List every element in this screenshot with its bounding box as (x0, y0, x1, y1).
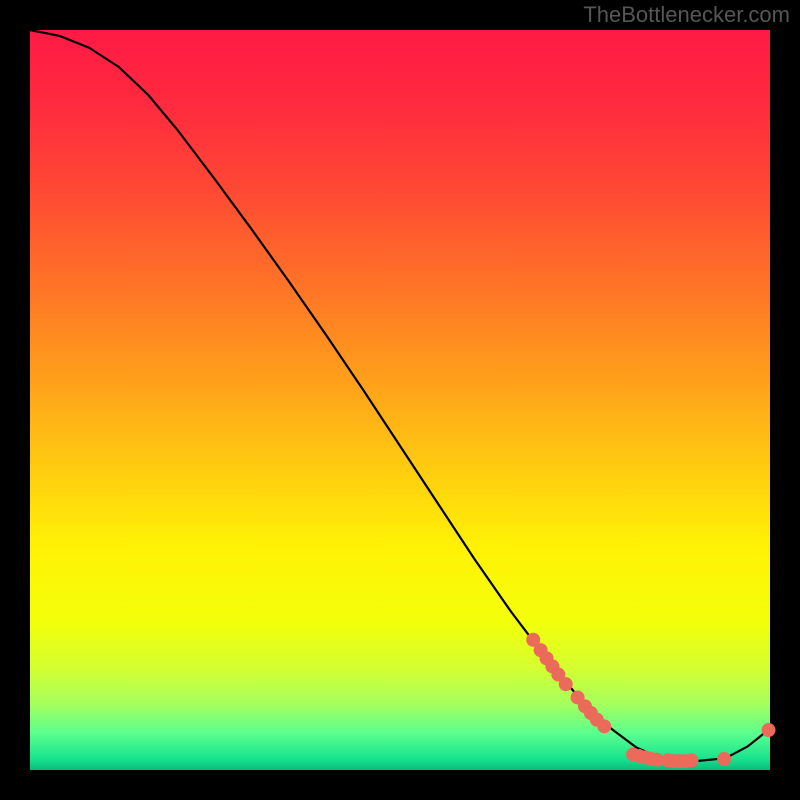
attribution-text: TheBottlenecker.com (583, 2, 790, 28)
data-marker (718, 752, 731, 765)
data-marker (762, 724, 775, 737)
chart-container: TheBottlenecker.com (0, 0, 800, 800)
data-marker (685, 754, 698, 767)
data-marker (559, 678, 572, 691)
chart-background (30, 30, 770, 770)
bottleneck-chart (0, 0, 800, 800)
data-marker (598, 720, 611, 733)
